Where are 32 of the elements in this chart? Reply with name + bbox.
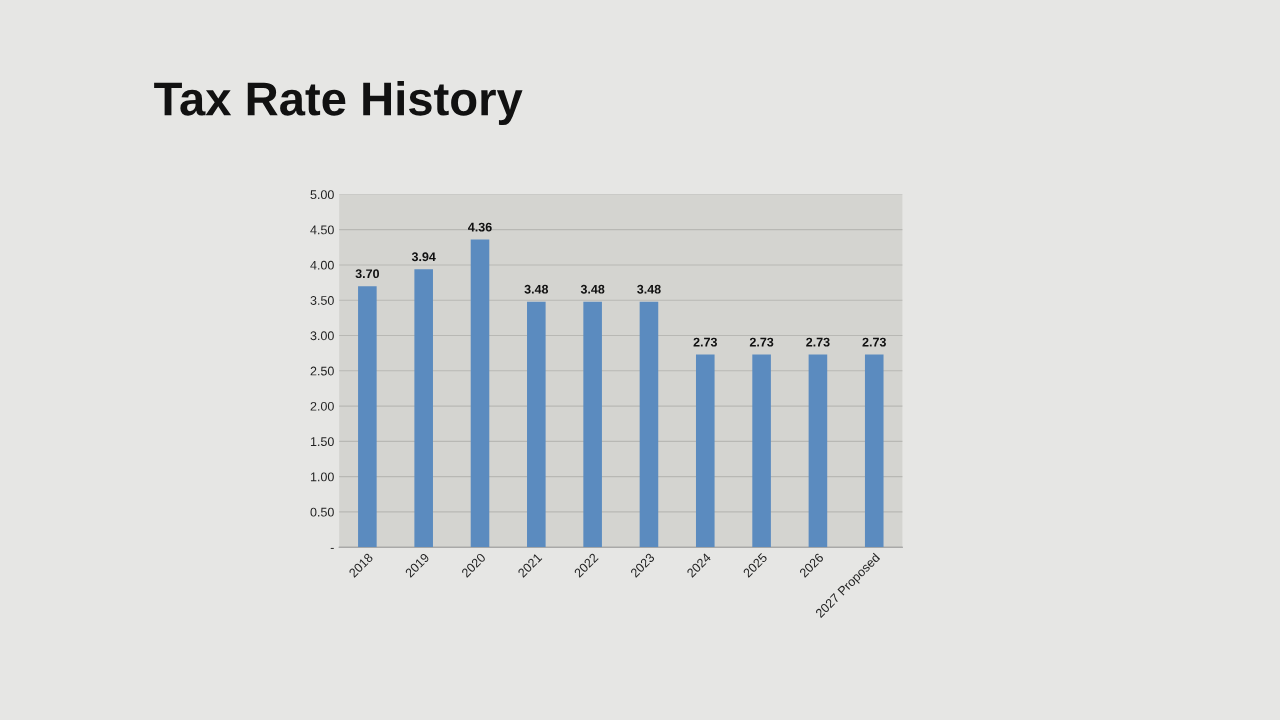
y-tick-label: 3.50 — [310, 296, 334, 305]
bar — [752, 354, 771, 548]
bar — [414, 269, 433, 548]
bar — [639, 301, 659, 548]
bar — [358, 286, 377, 548]
bar — [864, 354, 884, 548]
bar — [527, 301, 546, 548]
y-tick-label: 3.00 — [310, 331, 334, 341]
data-label: 2.73 — [749, 337, 774, 347]
bar — [583, 301, 602, 548]
data-label: 3.48 — [580, 284, 605, 294]
data-label: 2.73 — [693, 337, 717, 347]
data-label: 3.70 — [355, 269, 380, 279]
y-tick-label: 1.50 — [310, 437, 334, 447]
y-tick-label: 5.00 — [310, 190, 334, 200]
data-label: 3.94 — [411, 252, 436, 262]
data-label: 2.73 — [806, 337, 830, 347]
bar — [470, 239, 490, 548]
y-tick-label: 4.50 — [310, 225, 334, 235]
data-label: 4.36 — [468, 222, 492, 232]
y-tick-label: 2.50 — [310, 366, 334, 376]
bar — [808, 354, 828, 548]
y-tick-label: 2.00 — [310, 401, 334, 411]
y-tick-label: 4.00 — [310, 260, 334, 270]
data-label: 3.48 — [637, 284, 661, 294]
y-tick-label: - — [330, 547, 334, 549]
chart-title: Tax Rate History — [154, 80, 523, 125]
data-label: 3.48 — [524, 284, 549, 294]
bar — [695, 354, 715, 548]
y-tick-label: 1.00 — [310, 472, 334, 482]
data-label: 2.73 — [862, 337, 886, 347]
y-tick-label: 0.50 — [310, 507, 334, 517]
